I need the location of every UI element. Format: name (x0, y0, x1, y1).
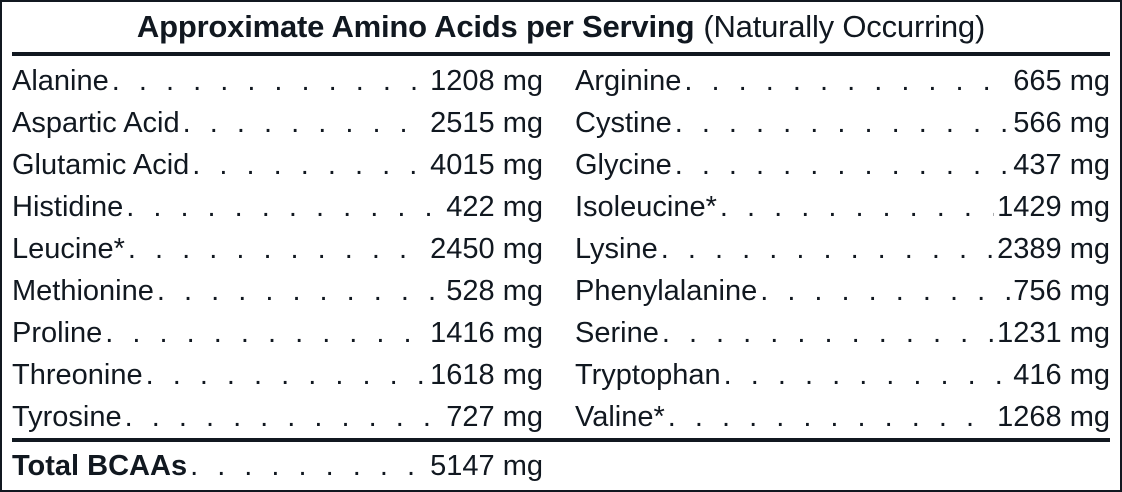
dot-leader: . . . . . . . . . . . . . . . . . . . . … (684, 65, 1010, 97)
panel-subtitle: (Naturally Occurring) (703, 9, 986, 44)
dot-leader: . . . . . . . . . . . . . . . . . . . . … (182, 107, 428, 139)
amino-acid-value: 4015 mg (430, 149, 543, 181)
amino-acid-row: Isoleucine*. . . . . . . . . . . . . . .… (575, 186, 1110, 228)
dot-leader: . . . . . . . . . . . . . . . . . . . . … (192, 149, 427, 181)
amino-acid-name: Alanine (12, 65, 109, 97)
total-bcaas-label: Total BCAAs (12, 450, 188, 482)
amino-acid-row: Tryptophan. . . . . . . . . . . . . . . … (575, 354, 1110, 396)
amino-acid-value: 416 mg (1013, 359, 1110, 391)
amino-acid-value: 1416 mg (430, 317, 543, 349)
amino-acid-name: Tyrosine (12, 401, 122, 433)
amino-acid-row: Leucine*. . . . . . . . . . . . . . . . … (12, 228, 543, 270)
amino-acid-column-left: Alanine. . . . . . . . . . . . . . . . .… (12, 60, 561, 438)
dot-leader: . . . . . . . . . . . . . . . . . . . . … (760, 275, 1010, 307)
amino-acid-columns: Alanine. . . . . . . . . . . . . . . . .… (2, 56, 1120, 438)
amino-acid-name: Tryptophan (575, 359, 721, 391)
amino-acid-row: Cystine. . . . . . . . . . . . . . . . .… (575, 102, 1110, 144)
total-section: Total BCAAs . . . . . . . . . . . . . . … (2, 442, 1120, 490)
amino-acid-value: 2450 mg (430, 233, 543, 265)
panel-title: Approximate Amino Acids per Serving (136, 9, 695, 44)
amino-acid-value: 566 mg (1013, 107, 1110, 139)
amino-acid-name: Threonine (12, 359, 143, 391)
amino-acid-value: 1429 mg (997, 191, 1110, 223)
amino-acid-value: 756 mg (1013, 275, 1110, 307)
amino-acid-name: Arginine (575, 65, 682, 97)
amino-acid-row: Methionine. . . . . . . . . . . . . . . … (12, 270, 543, 312)
amino-acid-name: Glutamic Acid (12, 149, 190, 181)
dot-leader: . . . . . . . . . . . . . . . . . . . . … (674, 149, 1011, 181)
amino-acid-name: Leucine* (12, 233, 125, 265)
dot-leader: . . . . . . . . . . . . . . . . . . . . … (105, 317, 427, 349)
amino-acid-row: Lysine. . . . . . . . . . . . . . . . . … (575, 228, 1110, 270)
dot-leader: . . . . . . . . . . . . . . . . . . . . … (111, 65, 427, 97)
amino-acid-value: 1208 mg (430, 65, 543, 97)
amino-acid-name: Valine* (575, 401, 665, 433)
amino-acid-name: Phenylalanine (575, 275, 758, 307)
amino-acid-row: Phenylalanine. . . . . . . . . . . . . .… (575, 270, 1110, 312)
amino-acid-row: Alanine. . . . . . . . . . . . . . . . .… (12, 60, 543, 102)
amino-acid-name: Isoleucine* (575, 191, 717, 223)
dot-leader: . . . . . . . . . . . . . . . . . . . . … (124, 401, 444, 433)
amino-acid-row: Threonine. . . . . . . . . . . . . . . .… (12, 354, 543, 396)
total-divider (12, 438, 1110, 442)
dot-leader: . . . . . . . . . . . . . . . . . . . . … (156, 275, 443, 307)
amino-acid-name: Proline (12, 317, 103, 349)
dot-leader: . . . . . . . . . . . . . . . . . . . . … (723, 359, 1011, 391)
amino-acid-value: 2515 mg (430, 107, 543, 139)
amino-acid-row: Arginine. . . . . . . . . . . . . . . . … (575, 60, 1110, 102)
amino-acid-value: 437 mg (1013, 149, 1110, 181)
amino-acid-value: 665 mg (1013, 65, 1110, 97)
amino-acid-column-right: Arginine. . . . . . . . . . . . . . . . … (561, 60, 1110, 438)
total-bcaas-row: Total BCAAs . . . . . . . . . . . . . . … (12, 442, 561, 490)
amino-acid-value: 2389 mg (997, 233, 1110, 265)
amino-acid-value: 422 mg (446, 191, 543, 223)
dot-leader: . . . . . . . . . . . . . . . . . . . . … (719, 191, 994, 223)
amino-acid-value: 1268 mg (997, 401, 1110, 433)
dot-leader: . . . . . . . . . . . . . . . . . . . . … (126, 191, 443, 223)
amino-acid-name: Glycine (575, 149, 672, 181)
panel-header: Approximate Amino Acids per Serving (Nat… (2, 2, 1120, 52)
total-bcaas-value: 5147 mg (430, 450, 543, 482)
dot-leader: . . . . . . . . . . . . . . . . . . . . … (660, 233, 994, 265)
dot-leader: . . . . . . . . . . . . . . . . . . . . … (127, 233, 427, 265)
amino-acid-name: Aspartic Acid (12, 107, 180, 139)
amino-acid-name: Lysine (575, 233, 658, 265)
dot-leader: . . . . . . . . . . . . . . . . . . . . … (190, 450, 427, 482)
amino-acid-name: Serine (575, 317, 659, 349)
header-divider (12, 52, 1110, 56)
amino-acid-row: Glutamic Acid. . . . . . . . . . . . . .… (12, 144, 543, 186)
amino-acid-value: 1618 mg (430, 359, 543, 391)
amino-acid-row: Valine*. . . . . . . . . . . . . . . . .… (575, 396, 1110, 438)
amino-acid-value: 1231 mg (997, 317, 1110, 349)
amino-acid-name: Methionine (12, 275, 154, 307)
amino-acid-name: Histidine (12, 191, 124, 223)
amino-acid-name: Cystine (575, 107, 672, 139)
amino-acid-row: Histidine. . . . . . . . . . . . . . . .… (12, 186, 543, 228)
amino-acid-value: 528 mg (446, 275, 543, 307)
amino-acid-row: Aspartic Acid. . . . . . . . . . . . . .… (12, 102, 543, 144)
amino-acid-row: Tyrosine. . . . . . . . . . . . . . . . … (12, 396, 543, 438)
dot-leader: . . . . . . . . . . . . . . . . . . . . … (674, 107, 1011, 139)
dot-leader: . . . . . . . . . . . . . . . . . . . . … (661, 317, 994, 349)
dot-leader: . . . . . . . . . . . . . . . . . . . . … (145, 359, 428, 391)
amino-acid-row: Proline. . . . . . . . . . . . . . . . .… (12, 312, 543, 354)
amino-acid-row: Glycine. . . . . . . . . . . . . . . . .… (575, 144, 1110, 186)
amino-acid-row: Serine. . . . . . . . . . . . . . . . . … (575, 312, 1110, 354)
amino-acid-value: 727 mg (446, 401, 543, 433)
dot-leader: . . . . . . . . . . . . . . . . . . . . … (667, 401, 994, 433)
